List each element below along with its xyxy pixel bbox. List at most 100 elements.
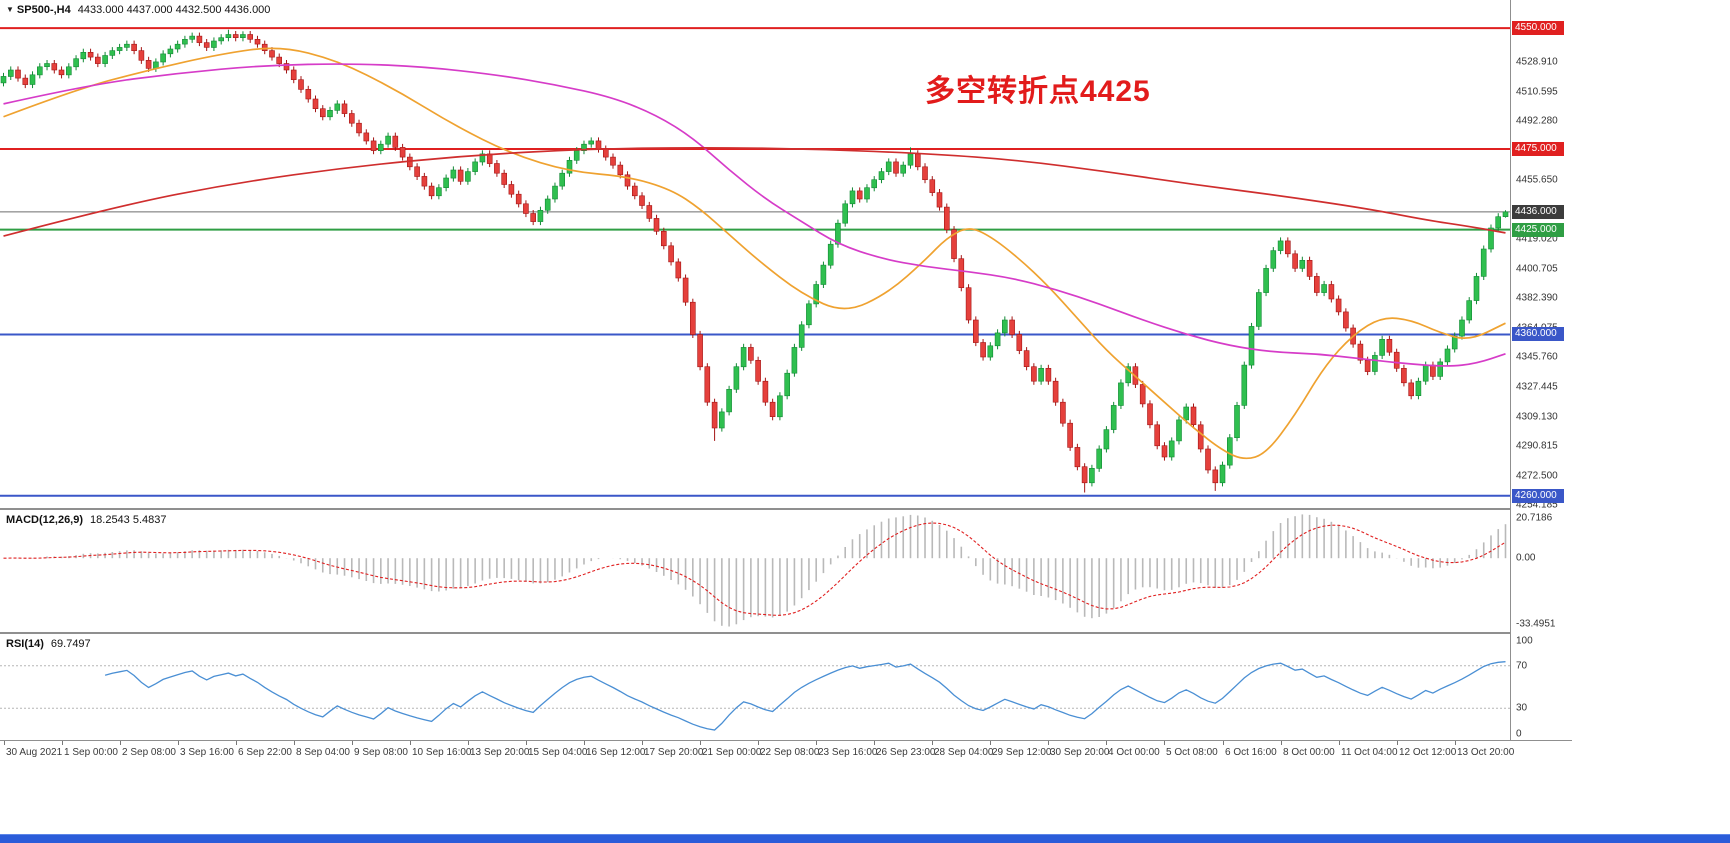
candle <box>530 210 537 226</box>
time-axis-label[interactable]: 15 Sep 04:00 <box>528 747 588 758</box>
time-axis-label[interactable]: 4 Oct 00:00 <box>1108 747 1160 758</box>
candle <box>1227 434 1233 469</box>
candle <box>370 137 377 155</box>
time-axis-label[interactable]: 13 Oct 20:00 <box>1457 747 1515 758</box>
ohlc-values-label: 4433.000 4437.000 4432.500 4436.000 <box>77 4 271 16</box>
candle <box>566 156 573 177</box>
candle <box>733 363 740 393</box>
time-tick <box>1223 741 1224 745</box>
time-axis-label[interactable]: 23 Sep 16:00 <box>818 747 878 758</box>
candle <box>414 163 420 180</box>
time-tick <box>990 741 991 745</box>
time-axis-label[interactable]: 5 Oct 08:00 <box>1166 747 1218 758</box>
candle <box>131 40 137 55</box>
time-axis[interactable]: 30 Aug 2021 1 Sep 00:00 2 Sep 08:00 3 Sep 1… <box>0 740 1572 763</box>
macd-axis-label: -33.4951 <box>1516 618 1556 630</box>
candle <box>631 182 638 200</box>
price-axis[interactable]: 4528.910 4510.595 4492.280 4455.650 4419.020… <box>1510 0 1573 740</box>
expand-arrow-icon[interactable]: ▼ <box>6 5 14 14</box>
time-tick <box>236 741 237 745</box>
candle <box>182 35 188 48</box>
candle <box>610 153 616 169</box>
taskbar-strip[interactable] <box>0 834 1730 843</box>
macd-title: MACD(12,26,9) 18.2543 5.4837 <box>6 514 167 526</box>
candle <box>943 203 950 234</box>
time-tick <box>816 741 817 745</box>
price-chart-surface[interactable] <box>0 0 1510 508</box>
candle <box>1096 445 1102 472</box>
time-axis-label[interactable]: 30 Aug 2021 <box>6 747 63 758</box>
price-line-badge[interactable]: 4550.000 <box>1512 21 1564 35</box>
panel-separator[interactable] <box>0 508 1572 510</box>
candle <box>1488 224 1494 253</box>
candle <box>1299 256 1306 272</box>
time-tick <box>120 741 121 745</box>
chart-title: ▼ SP500-,H4 4433.000 4437.000 4432.500 443… <box>6 4 270 16</box>
candle <box>588 137 595 148</box>
rsi-chart-surface[interactable] <box>0 634 1510 740</box>
price-line-badge[interactable]: 4425.000 <box>1512 223 1564 237</box>
price-tick-label: 4309.130 <box>1516 411 1558 423</box>
time-axis-label[interactable]: 8 Sep 04:00 <box>296 747 350 758</box>
candle <box>994 329 1001 350</box>
time-axis-label[interactable]: 6 Oct 16:00 <box>1225 747 1277 758</box>
candle <box>1023 347 1030 371</box>
time-axis-label[interactable]: 21 Sep 00:00 <box>702 747 762 758</box>
candle <box>116 43 123 55</box>
price-tick-label: 4400.705 <box>1516 263 1558 275</box>
candle <box>922 163 928 184</box>
panel-separator[interactable] <box>0 632 1572 634</box>
candle <box>1379 335 1385 359</box>
candle <box>1328 280 1335 303</box>
candle <box>160 50 166 66</box>
time-axis-label[interactable]: 9 Sep 08:00 <box>354 747 408 758</box>
price-line-badge[interactable]: 4360.000 <box>1512 327 1564 341</box>
candle <box>697 330 703 371</box>
time-axis-label[interactable]: 10 Sep 16:00 <box>412 747 472 758</box>
macd-chart-surface[interactable] <box>0 510 1510 632</box>
price-line-badge[interactable]: 4436.000 <box>1512 205 1564 219</box>
candle <box>1343 308 1349 332</box>
time-tick <box>932 741 933 745</box>
price-tick-label: 4419.020 <box>1516 233 1558 245</box>
time-axis-label[interactable]: 8 Oct 00:00 <box>1283 747 1335 758</box>
candle <box>689 298 696 338</box>
candle <box>472 158 478 176</box>
candle <box>450 166 457 182</box>
annotation-text: 多空转折点4425 <box>925 75 1151 108</box>
time-axis-label[interactable]: 13 Sep 20:00 <box>470 747 530 758</box>
time-axis-label[interactable]: 30 Sep 20:00 <box>1050 747 1110 758</box>
time-axis-label[interactable]: 6 Sep 22:00 <box>238 747 292 758</box>
time-axis-label[interactable]: 16 Sep 12:00 <box>586 747 646 758</box>
candle <box>1285 237 1291 258</box>
price-tick-label: 4382.390 <box>1516 292 1558 304</box>
candle <box>95 53 101 68</box>
candle <box>385 132 391 148</box>
candle <box>820 261 827 288</box>
time-axis-label[interactable]: 1 Sep 00:00 <box>64 747 118 758</box>
candle <box>885 158 892 176</box>
candle <box>399 143 406 161</box>
candle <box>748 343 754 364</box>
candle <box>1110 401 1117 434</box>
time-axis-label[interactable]: 17 Sep 20:00 <box>644 747 704 758</box>
price-line-badge[interactable]: 4260.000 <box>1512 489 1564 503</box>
time-axis-label[interactable]: 2 Sep 08:00 <box>122 747 176 758</box>
candle <box>740 343 747 371</box>
candle <box>203 39 210 51</box>
time-axis-label[interactable]: 22 Sep 08:00 <box>760 747 820 758</box>
time-axis-label[interactable]: 28 Sep 04:00 <box>934 747 994 758</box>
price-line-badge[interactable]: 4475.000 <box>1512 142 1564 156</box>
time-axis-label[interactable]: 11 Oct 04:00 <box>1341 747 1398 758</box>
time-axis-label[interactable]: 29 Sep 12:00 <box>992 747 1052 758</box>
candle <box>682 274 689 306</box>
candle <box>189 32 195 43</box>
candle <box>1009 316 1015 338</box>
time-axis-label[interactable]: 26 Sep 23:00 <box>876 747 936 758</box>
price-tick-label: 4455.650 <box>1516 174 1558 186</box>
time-axis-label[interactable]: 3 Sep 16:00 <box>180 747 234 758</box>
time-axis-label[interactable]: 12 Oct 12:00 <box>1399 747 1457 758</box>
candle <box>465 168 471 185</box>
candle <box>174 40 181 53</box>
candle <box>581 140 587 155</box>
